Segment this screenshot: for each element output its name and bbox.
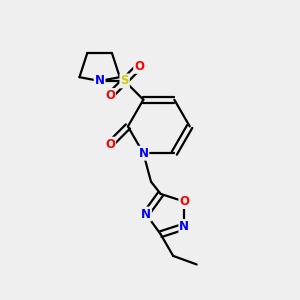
Text: O: O	[134, 60, 144, 73]
Text: O: O	[105, 138, 115, 151]
Text: N: N	[179, 220, 189, 233]
Text: N: N	[94, 74, 105, 87]
Text: N: N	[138, 147, 148, 160]
Text: O: O	[179, 195, 189, 208]
Text: S: S	[120, 74, 129, 87]
Text: N: N	[141, 208, 151, 220]
Text: O: O	[105, 89, 115, 102]
